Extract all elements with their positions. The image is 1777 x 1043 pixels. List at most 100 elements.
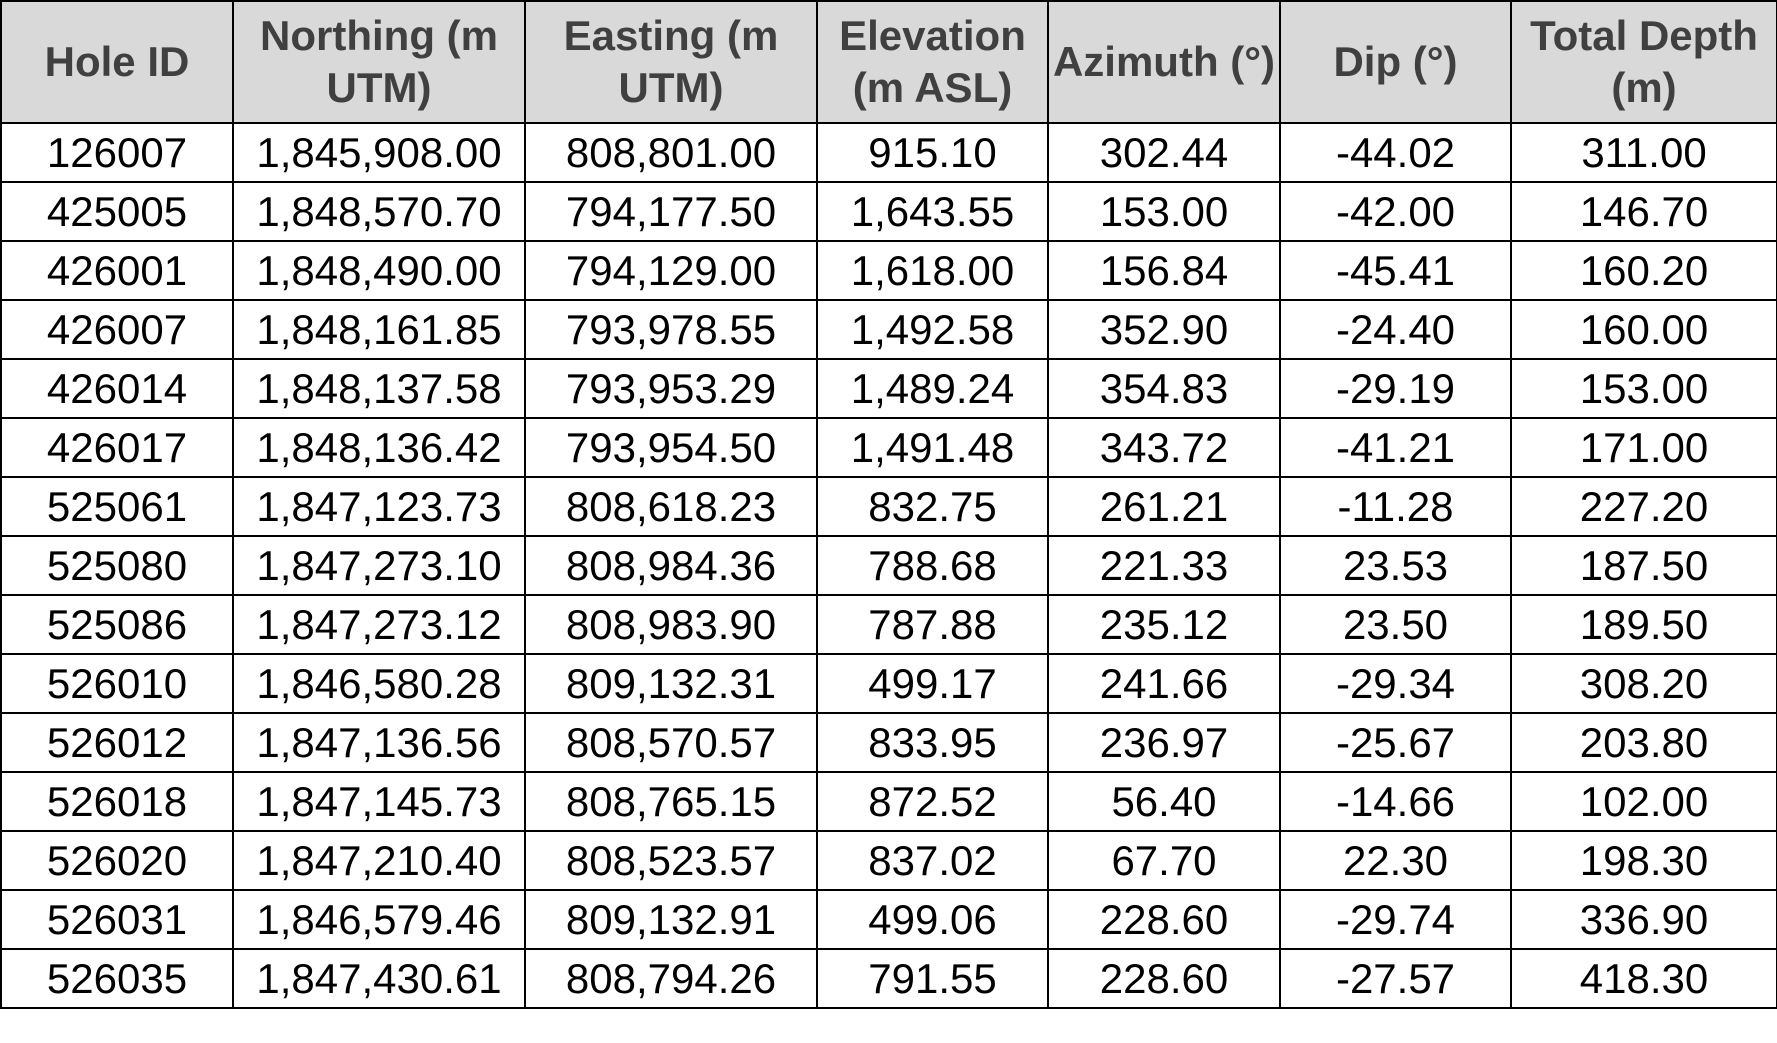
- total-depth-cell: 189.50: [1510, 594, 1777, 655]
- elevation-cell: 832.75: [816, 476, 1049, 537]
- hole-id-cell: 426014: [0, 358, 234, 419]
- azimuth-cell: 235.12: [1047, 594, 1281, 655]
- total-depth-cell: 198.30: [1510, 830, 1777, 891]
- dip-cell: -44.02: [1279, 122, 1512, 183]
- dip-cell: 23.53: [1279, 535, 1512, 596]
- easting-cell: 793,953.29: [524, 358, 818, 419]
- elevation-cell: 1,492.58: [816, 299, 1049, 360]
- drill-hole-table-container: Hole ID Northing (m UTM) Easting (m UTM)…: [0, 0, 1777, 1009]
- northing-cell: 1,847,210.40: [232, 830, 526, 891]
- easting-cell: 808,523.57: [524, 830, 818, 891]
- northing-cell: 1,847,123.73: [232, 476, 526, 537]
- total-depth-cell: 146.70: [1510, 181, 1777, 242]
- header-dip: Dip (°): [1279, 0, 1512, 124]
- table-header: Hole ID Northing (m UTM) Easting (m UTM)…: [0, 0, 1777, 124]
- easting-cell: 793,978.55: [524, 299, 818, 360]
- header-easting: Easting (m UTM): [524, 0, 818, 124]
- header-azimuth: Azimuth (°): [1047, 0, 1281, 124]
- azimuth-cell: 352.90: [1047, 299, 1281, 360]
- table-row: 426017 1,848,136.42 793,954.50 1,491.48 343.…: [0, 417, 1777, 478]
- azimuth-cell: 153.00: [1047, 181, 1281, 242]
- azimuth-cell: 241.66: [1047, 653, 1281, 714]
- hole-id-cell: 526020: [0, 830, 234, 891]
- table-row: 525061 1,847,123.73 808,618.23 832.75 261.21…: [0, 476, 1777, 537]
- azimuth-cell: 343.72: [1047, 417, 1281, 478]
- easting-cell: 809,132.91: [524, 889, 818, 950]
- northing-cell: 1,847,273.10: [232, 535, 526, 596]
- northing-cell: 1,845,908.00: [232, 122, 526, 183]
- hole-id-cell: 425005: [0, 181, 234, 242]
- azimuth-cell: 236.97: [1047, 712, 1281, 773]
- elevation-cell: 1,618.00: [816, 240, 1049, 301]
- hole-id-cell: 526031: [0, 889, 234, 950]
- elevation-cell: 499.17: [816, 653, 1049, 714]
- azimuth-cell: 156.84: [1047, 240, 1281, 301]
- table-row: 126007 1,845,908.00 808,801.00 915.10 302.44…: [0, 122, 1777, 183]
- dip-cell: -27.57: [1279, 948, 1512, 1009]
- easting-cell: 808,765.15: [524, 771, 818, 832]
- northing-cell: 1,848,161.85: [232, 299, 526, 360]
- hole-id-cell: 525061: [0, 476, 234, 537]
- hole-id-cell: 526018: [0, 771, 234, 832]
- elevation-cell: 837.02: [816, 830, 1049, 891]
- easting-cell: 808,984.36: [524, 535, 818, 596]
- hole-id-cell: 426001: [0, 240, 234, 301]
- hole-id-cell: 126007: [0, 122, 234, 183]
- dip-cell: 23.50: [1279, 594, 1512, 655]
- hole-id-cell: 526010: [0, 653, 234, 714]
- elevation-cell: 788.68: [816, 535, 1049, 596]
- dip-cell: 22.30: [1279, 830, 1512, 891]
- total-depth-cell: 160.20: [1510, 240, 1777, 301]
- dip-cell: -29.19: [1279, 358, 1512, 419]
- table-row: 526035 1,847,430.61 808,794.26 791.55 228.60…: [0, 948, 1777, 1009]
- total-depth-cell: 171.00: [1510, 417, 1777, 478]
- total-depth-cell: 187.50: [1510, 535, 1777, 596]
- azimuth-cell: 56.40: [1047, 771, 1281, 832]
- dip-cell: -11.28: [1279, 476, 1512, 537]
- elevation-cell: 833.95: [816, 712, 1049, 773]
- drill-hole-collar-table: Hole ID Northing (m UTM) Easting (m UTM)…: [0, 0, 1777, 1009]
- northing-cell: 1,847,273.12: [232, 594, 526, 655]
- easting-cell: 808,983.90: [524, 594, 818, 655]
- azimuth-cell: 354.83: [1047, 358, 1281, 419]
- dip-cell: -42.00: [1279, 181, 1512, 242]
- header-northing: Northing (m UTM): [232, 0, 526, 124]
- total-depth-cell: 308.20: [1510, 653, 1777, 714]
- total-depth-cell: 227.20: [1510, 476, 1777, 537]
- hole-id-cell: 525086: [0, 594, 234, 655]
- dip-cell: -29.74: [1279, 889, 1512, 950]
- dip-cell: -41.21: [1279, 417, 1512, 478]
- header-elevation: Elevation (m ASL): [816, 0, 1049, 124]
- table-row: 426001 1,848,490.00 794,129.00 1,618.00 156.…: [0, 240, 1777, 301]
- hole-id-cell: 526035: [0, 948, 234, 1009]
- table-row: 526012 1,847,136.56 808,570.57 833.95 236.97…: [0, 712, 1777, 773]
- dip-cell: -24.40: [1279, 299, 1512, 360]
- northing-cell: 1,848,490.00: [232, 240, 526, 301]
- azimuth-cell: 302.44: [1047, 122, 1281, 183]
- total-depth-cell: 418.30: [1510, 948, 1777, 1009]
- elevation-cell: 499.06: [816, 889, 1049, 950]
- table-body: 126007 1,845,908.00 808,801.00 915.10 302.44…: [0, 122, 1777, 1009]
- northing-cell: 1,847,430.61: [232, 948, 526, 1009]
- northing-cell: 1,846,579.46: [232, 889, 526, 950]
- total-depth-cell: 203.80: [1510, 712, 1777, 773]
- table-row: 425005 1,848,570.70 794,177.50 1,643.55 153.…: [0, 181, 1777, 242]
- elevation-cell: 1,491.48: [816, 417, 1049, 478]
- northing-cell: 1,847,145.73: [232, 771, 526, 832]
- northing-cell: 1,847,136.56: [232, 712, 526, 773]
- elevation-cell: 915.10: [816, 122, 1049, 183]
- northing-cell: 1,848,137.58: [232, 358, 526, 419]
- easting-cell: 808,801.00: [524, 122, 818, 183]
- table-row: 525086 1,847,273.12 808,983.90 787.88 235.12…: [0, 594, 1777, 655]
- header-total-depth: Total Depth (m): [1510, 0, 1777, 124]
- azimuth-cell: 261.21: [1047, 476, 1281, 537]
- easting-cell: 808,570.57: [524, 712, 818, 773]
- northing-cell: 1,848,570.70: [232, 181, 526, 242]
- table-row: 426014 1,848,137.58 793,953.29 1,489.24 354.…: [0, 358, 1777, 419]
- dip-cell: -14.66: [1279, 771, 1512, 832]
- northing-cell: 1,848,136.42: [232, 417, 526, 478]
- total-depth-cell: 102.00: [1510, 771, 1777, 832]
- azimuth-cell: 228.60: [1047, 889, 1281, 950]
- hole-id-cell: 426017: [0, 417, 234, 478]
- dip-cell: -45.41: [1279, 240, 1512, 301]
